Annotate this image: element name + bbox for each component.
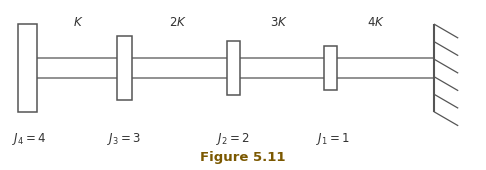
Bar	[324, 46, 336, 90]
Text: $3K$: $3K$	[270, 16, 288, 29]
Text: $4K$: $4K$	[367, 16, 385, 29]
Text: Figure 5.11: Figure 5.11	[200, 151, 286, 164]
Text: $J_3 = 3$: $J_3 = 3$	[107, 131, 141, 147]
Text: $2K$: $2K$	[169, 16, 187, 29]
Text: $J_4 = 4$: $J_4 = 4$	[12, 131, 46, 147]
Text: $J_1 = 1$: $J_1 = 1$	[316, 131, 349, 147]
Bar	[117, 36, 132, 100]
Text: $K$: $K$	[73, 16, 84, 29]
Bar	[18, 24, 36, 112]
Bar	[227, 41, 240, 95]
Text: $J_2 = 2$: $J_2 = 2$	[216, 131, 250, 147]
